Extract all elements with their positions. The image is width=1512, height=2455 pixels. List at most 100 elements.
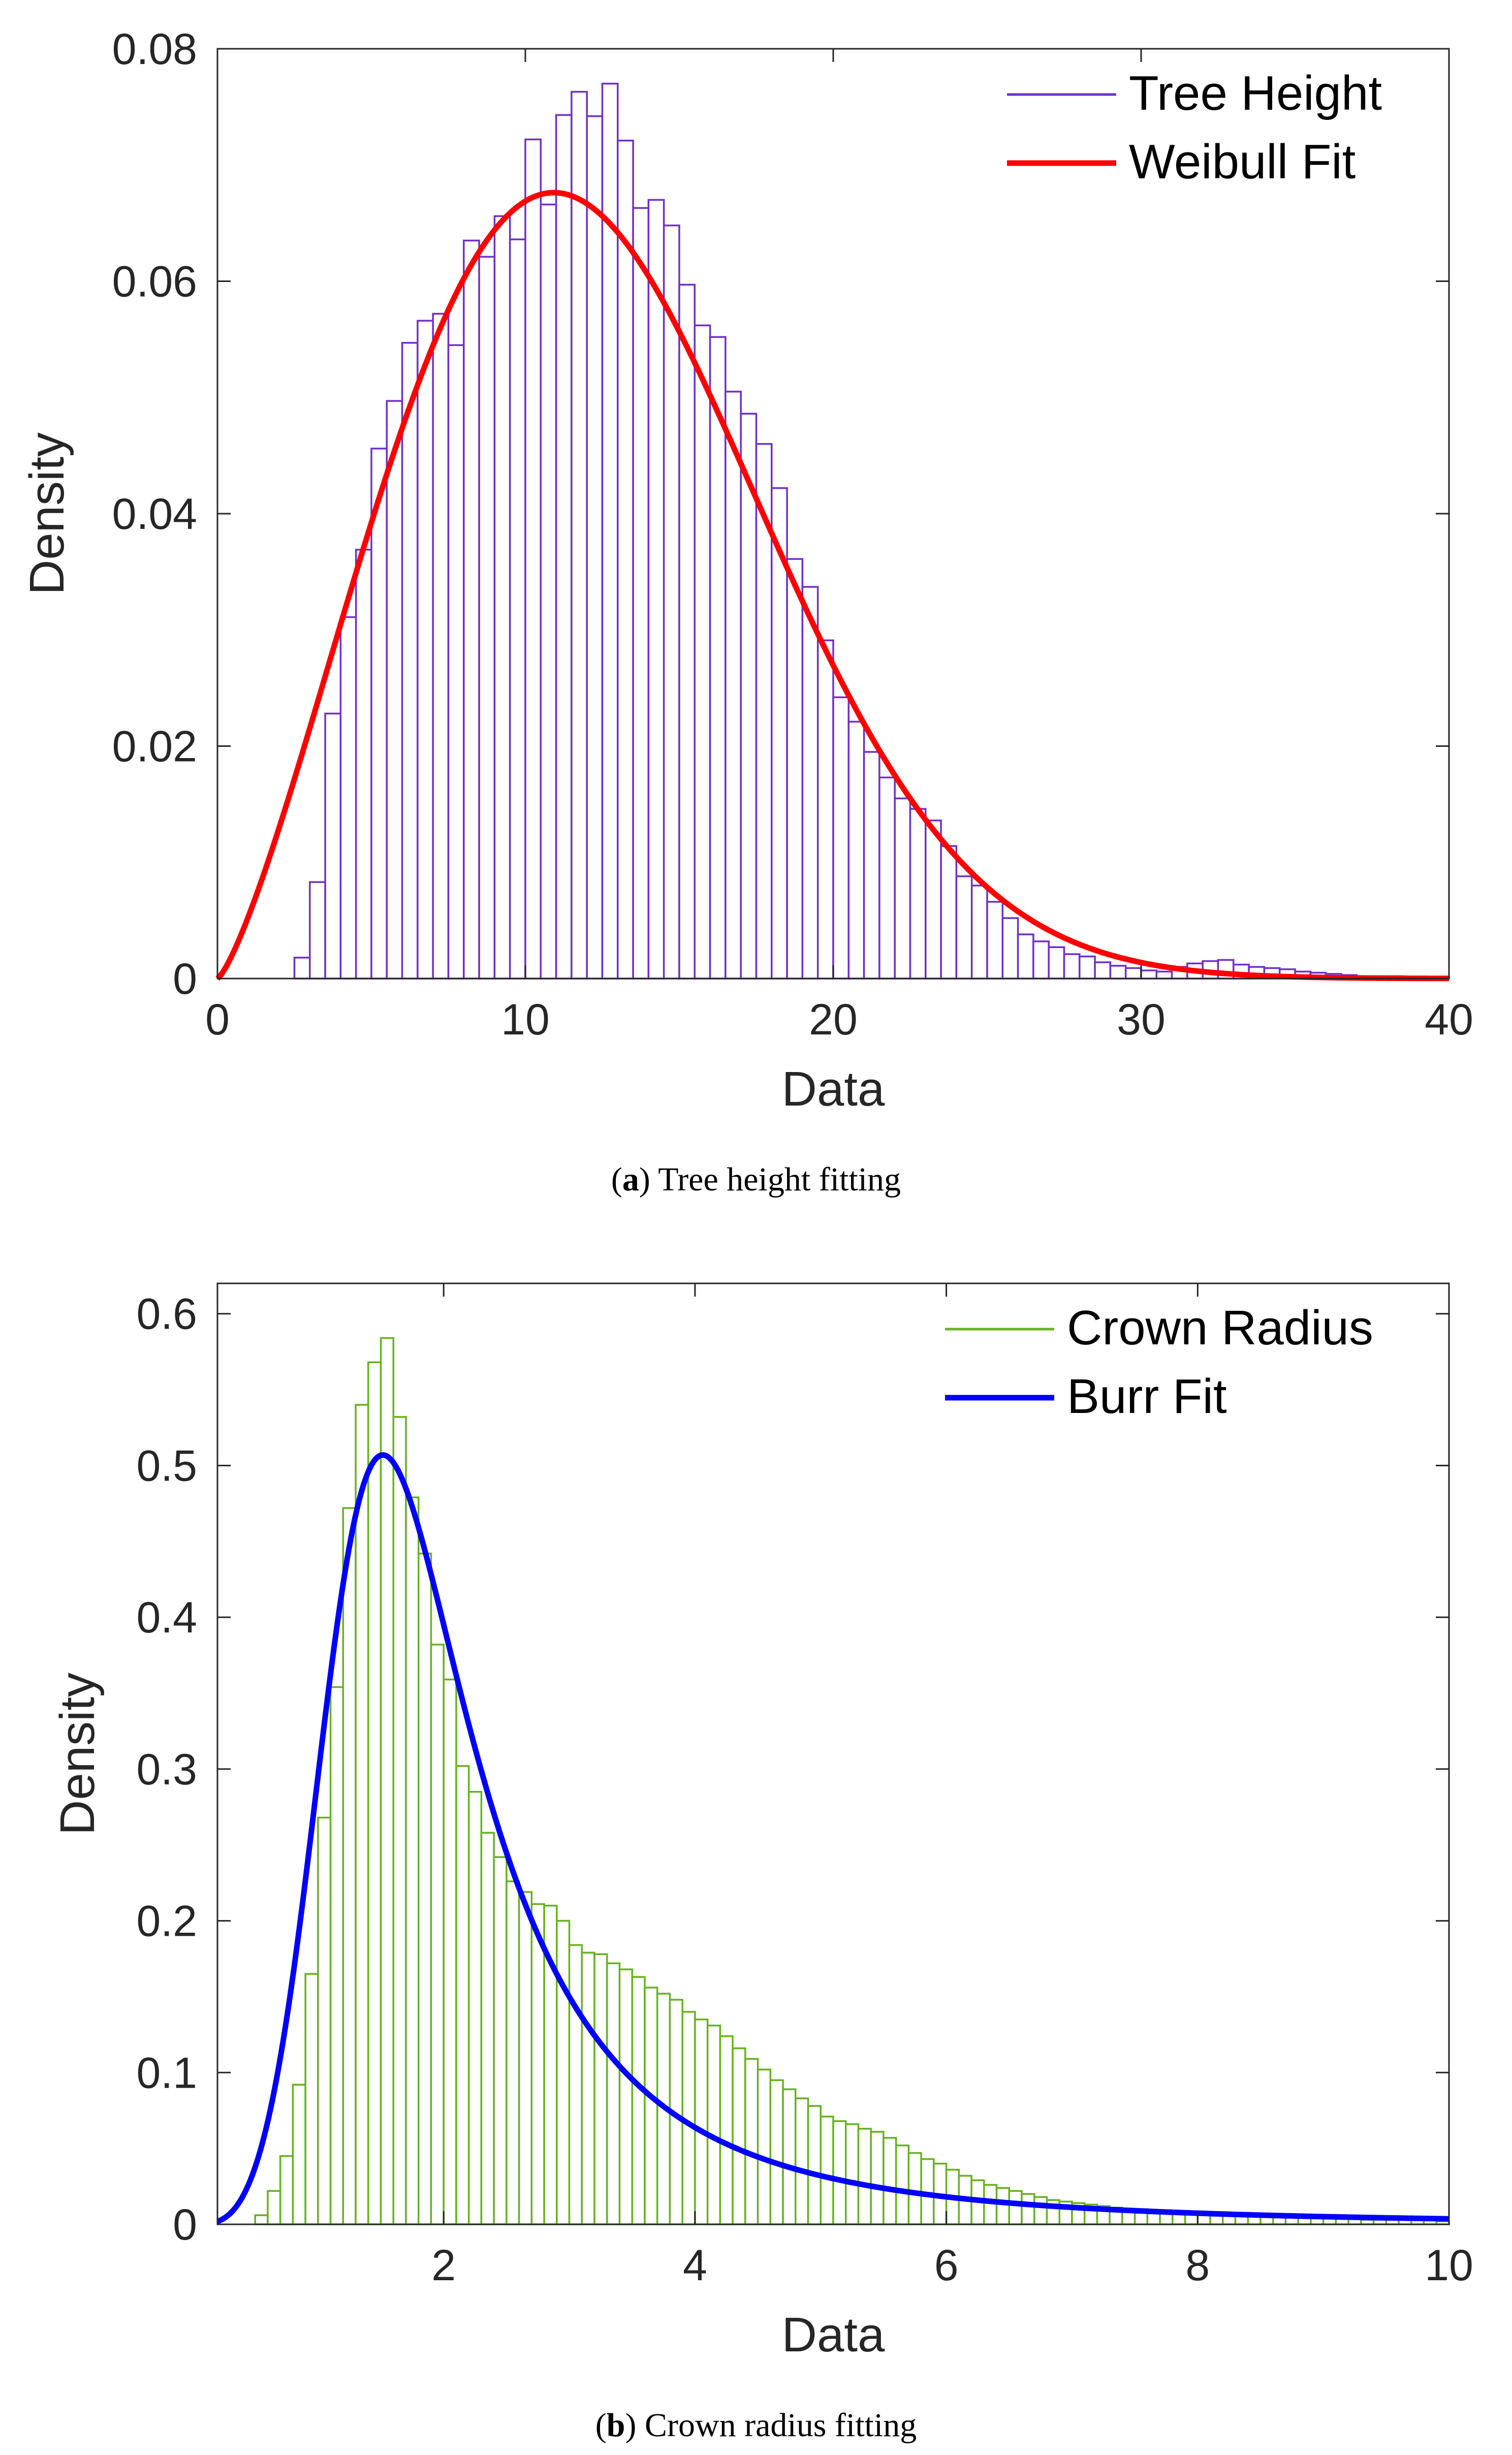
c1-histogram-bar	[631, 1976, 646, 2225]
c1-histogram-bar	[380, 1337, 395, 2225]
c0-histogram-bar	[1063, 953, 1081, 980]
c1-histogram-bar	[844, 2123, 860, 2225]
tree-height-chart: 0 10 20 30 40 0 0.02 0.04 0.06 0.08 Data Density Tre…	[20, 25, 1473, 1116]
c1-x-tick-label: 2	[431, 2241, 456, 2290]
c0-histogram-bar	[586, 115, 604, 980]
c0-histogram-bar	[940, 845, 958, 980]
c1-histogram-bar	[1021, 2193, 1035, 2225]
c1-histogram-bar	[367, 1361, 382, 2225]
caption-a-letter: a	[622, 1161, 639, 1198]
c1-histogram-bar	[493, 1856, 508, 2225]
c1-histogram-bar	[292, 2084, 306, 2225]
c1-histogram-bar	[317, 1816, 332, 2225]
c1-histogram-bar	[807, 2105, 822, 2225]
c1-histogram-bar	[304, 1973, 319, 2225]
c0-histogram-bar	[663, 224, 680, 980]
c1-legend-label-histogram: Crown Radius	[1067, 1301, 1373, 1355]
c1-histogram-bar	[467, 1790, 483, 2225]
c1-x-axis-label: Data	[782, 2308, 885, 2362]
c0-histogram-bar	[1079, 955, 1096, 980]
figure-a: 0 10 20 30 40 0 0.02 0.04 0.06 0.08 Data Density Tre…	[0, 0, 1512, 1219]
c1-fit-curve	[216, 1452, 1450, 2224]
c1-histogram-bar	[556, 1919, 571, 2225]
c1-histogram-bar	[995, 2187, 1011, 2225]
c0-histogram-bar	[647, 199, 665, 980]
c0-histogram-bar	[571, 90, 588, 980]
c0-histogram-bar	[1109, 965, 1127, 980]
c0-legend-label-histogram: Tree Height	[1129, 66, 1382, 120]
c0-histogram-bar	[524, 138, 542, 980]
c1-histogram-bar	[870, 2131, 885, 2225]
c1-histogram-bar	[405, 1496, 420, 2225]
c0-histogram-bar	[324, 712, 342, 980]
c1-x-tick-label: 10	[1425, 2241, 1473, 2290]
c0-histogram-bar	[293, 957, 311, 980]
c1-histogram-bar	[568, 1944, 583, 2225]
c0-histogram-bar	[709, 336, 727, 980]
c1-y-tick-label: 0.1	[136, 2049, 197, 2097]
c1-histogram-bar	[480, 1832, 495, 2225]
c0-histogram-bar	[339, 616, 357, 980]
c0-x-tick-label: 40	[1425, 995, 1473, 1044]
c0-histogram-bar	[740, 413, 758, 980]
c1-histogram-bar	[757, 2068, 772, 2225]
c0-y-tick-label: 0	[173, 955, 197, 1003]
c1-histogram-bar	[418, 1552, 432, 2225]
c1-histogram-bar	[895, 2144, 910, 2225]
c1-histogram-bar	[392, 1416, 407, 2225]
c0-histogram-bar	[493, 215, 511, 980]
c0-histogram-bar	[816, 639, 834, 980]
c1-histogram-bar	[518, 1891, 533, 2225]
figure-b: 2 4 6 8 10 0 0.1 0.2 0.3 0.4 0.5 0.6 Data Density Crow…	[0, 1240, 1512, 2455]
caption-b: (b) Crown radius fitting	[595, 2407, 917, 2444]
c1-histogram-bar	[832, 2120, 847, 2225]
c0-histogram-bar	[355, 549, 372, 980]
c0-legend-label-fit: Weibull Fit	[1129, 135, 1356, 189]
c1-histogram-bar	[983, 2184, 998, 2225]
c1-x-tick-label: 8	[1185, 2241, 1210, 2290]
c0-histogram-bar	[401, 341, 419, 980]
c0-histogram-bar	[909, 808, 927, 980]
c1-y-axis-label: Density	[50, 1673, 105, 1835]
c0-histogram-bar	[1155, 970, 1173, 980]
c1-y-tick-label: 0.3	[136, 1745, 197, 1794]
c0-histogram-bar	[847, 720, 865, 980]
c1-histogram-bar	[907, 2152, 922, 2225]
c1-histogram-bar	[644, 1987, 658, 2225]
c1-histogram-bar	[706, 2024, 721, 2225]
crown-radius-chart: 2 4 6 8 10 0 0.1 0.2 0.3 0.4 0.5 0.6 Data Density Crow…	[50, 1282, 1473, 2362]
c1-x-tick-label: 6	[934, 2241, 959, 2290]
c0-histogram-bar	[970, 885, 988, 980]
c1-histogram-bar	[1008, 2190, 1023, 2225]
c1-histogram-bar	[857, 2128, 872, 2225]
c0-histogram-bar	[632, 207, 650, 980]
c0-x-axis-label: Data	[782, 1062, 885, 1116]
c0-histogram-bar	[1017, 933, 1034, 980]
c0-histogram-bar	[540, 203, 557, 980]
c0-histogram-bar	[878, 776, 896, 980]
c0-histogram-bar	[1094, 961, 1112, 980]
c0-histogram-bar	[678, 284, 696, 980]
c1-y-tick-label: 0.6	[136, 1290, 197, 1339]
c0-x-tick-label: 30	[1117, 995, 1166, 1044]
c1-axes-frame	[216, 1282, 1450, 2225]
c0-x-tick-label: 20	[809, 995, 858, 1044]
c0-histogram-bar	[1140, 969, 1158, 980]
c0-y-tick-label: 0.02	[112, 722, 197, 771]
c0-histogram-bar	[509, 238, 526, 980]
c0-histogram-bar	[1032, 940, 1050, 980]
c1-histogram-bar	[1033, 2196, 1048, 2225]
c0-x-tick-label: 10	[501, 995, 550, 1044]
c1-histogram-bar	[618, 1968, 633, 2225]
c0-x-tick-label: 0	[205, 995, 230, 1044]
c1-histogram-bar	[719, 2035, 734, 2225]
c0-histogram-bar	[370, 448, 388, 980]
c0-histogram-bar	[386, 400, 403, 980]
c1-histogram-bar	[744, 2058, 759, 2225]
c1-histogram-bar	[530, 1903, 545, 2225]
c0-histogram-bar	[832, 696, 850, 980]
c0-fit-curve	[215, 190, 1450, 982]
c1-histogram-bar	[606, 1962, 621, 2225]
c1-histogram-bar	[732, 2047, 746, 2225]
caption-a-text: Tree height fitting	[658, 1161, 901, 1198]
